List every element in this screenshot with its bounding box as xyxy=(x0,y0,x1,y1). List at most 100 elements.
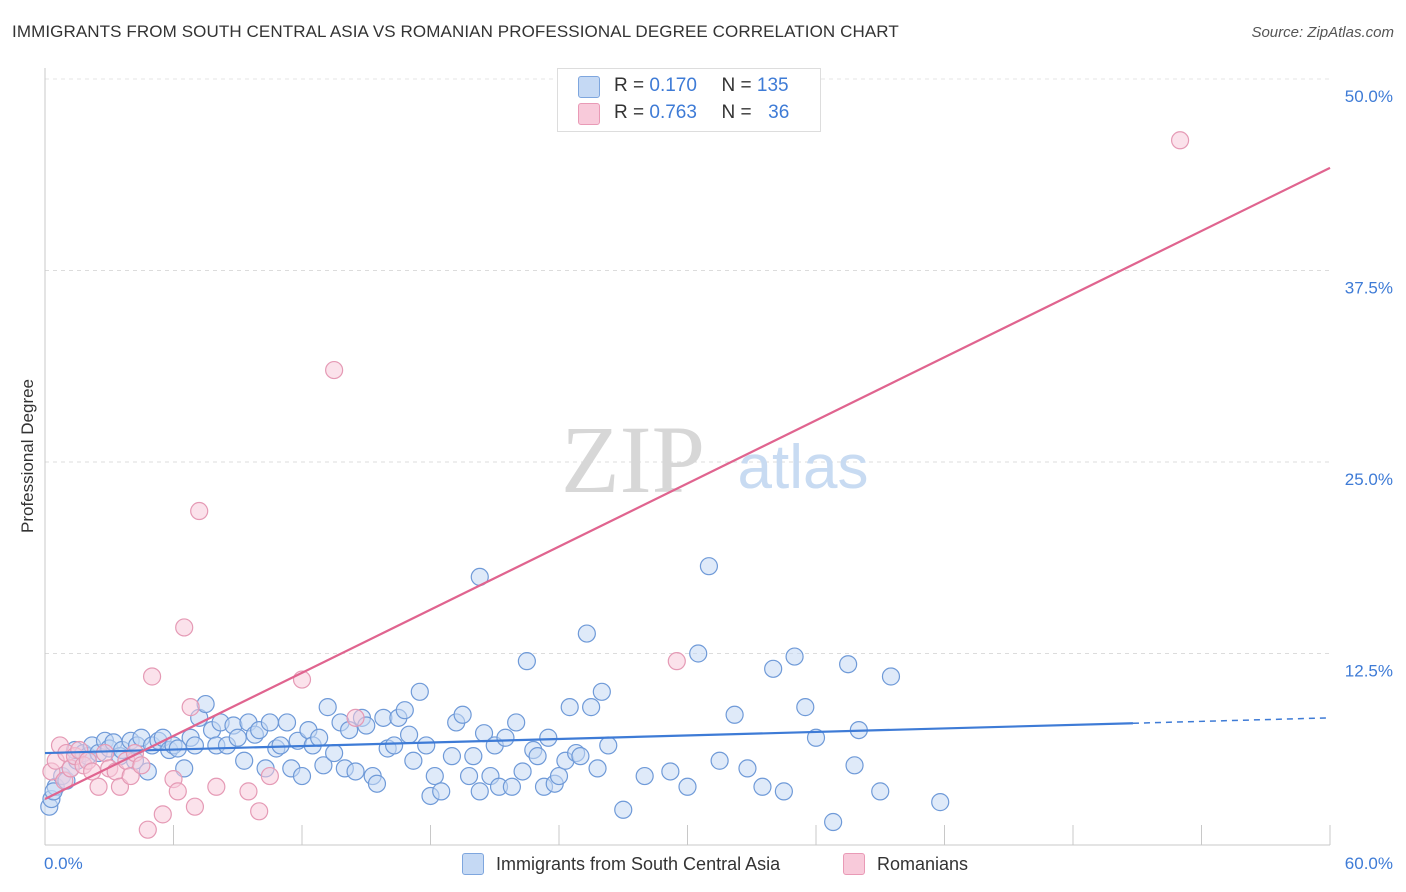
data-point-immigrants xyxy=(310,728,329,747)
data-point-immigrants xyxy=(196,694,215,714)
trend-lines xyxy=(44,166,1331,801)
watermark-zip: ZIP xyxy=(561,406,705,513)
data-point-immigrants xyxy=(699,557,719,576)
x-tick-label-end: 60.0% xyxy=(1345,854,1393,873)
data-point-immigrants xyxy=(367,774,387,793)
legend-pink-n: 36 xyxy=(768,102,790,123)
data-point-romanians xyxy=(83,762,102,781)
data-point-immigrants xyxy=(738,759,757,778)
source-label: Source: ZipAtlas.com xyxy=(1251,24,1394,41)
data-point-immigrants xyxy=(806,728,826,747)
data-point-romanians xyxy=(239,782,258,801)
bottom-legend-romanians: Romanians xyxy=(843,852,968,876)
data-point-immigrants xyxy=(277,713,297,732)
data-point-immigrants xyxy=(539,728,558,747)
legend-r-label: R = xyxy=(614,102,645,123)
data-point-immigrants xyxy=(235,751,254,770)
legend-blue-r: 0.170 xyxy=(649,75,697,96)
data-point-immigrants xyxy=(292,766,312,786)
tick-labels: 12.5% 25.0% 37.5% 50.0% 0.0% 60.0% xyxy=(44,87,1393,873)
y-tick-label: 37.5% xyxy=(1345,279,1393,298)
bottom-legend-immigrants: Immigrants from South Central Asia xyxy=(462,852,780,876)
data-point-immigrants xyxy=(502,777,521,796)
data-point-immigrants xyxy=(417,736,436,755)
data-point-immigrants xyxy=(582,698,601,717)
data-point-immigrants xyxy=(395,701,414,720)
x-tick-label-start: 0.0% xyxy=(44,854,83,873)
data-point-immigrants xyxy=(464,747,483,766)
data-point-immigrants xyxy=(325,743,344,763)
data-point-immigrants xyxy=(470,782,489,801)
series-romanians-points xyxy=(42,131,1190,839)
data-point-immigrants xyxy=(517,652,536,671)
data-point-immigrants xyxy=(507,713,526,732)
data-point-romanians xyxy=(346,708,365,727)
data-point-immigrants xyxy=(513,762,532,781)
data-point-romanians xyxy=(190,501,209,521)
y-tick-label: 50.0% xyxy=(1345,87,1393,106)
data-point-immigrants xyxy=(404,751,423,770)
legend-row-pink: R = 0.763 N = 36 xyxy=(614,100,789,126)
data-point-immigrants xyxy=(399,725,419,744)
data-point-romanians xyxy=(667,652,686,671)
data-point-immigrants xyxy=(931,793,950,812)
data-point-romanians xyxy=(207,777,226,796)
correlation-legend: R = 0.170 N = 135 R = 0.763 N = 36 xyxy=(557,68,821,132)
watermark-atlas: atlas xyxy=(738,433,869,502)
data-point-immigrants xyxy=(785,647,804,666)
data-point-immigrants xyxy=(774,782,793,801)
data-point-immigrants xyxy=(764,659,783,678)
legend-blue-swatch xyxy=(578,76,600,98)
axes xyxy=(44,68,1331,846)
data-point-immigrants xyxy=(528,747,547,766)
data-point-romanians xyxy=(168,782,187,801)
data-point-romanians xyxy=(175,618,194,637)
data-point-immigrants xyxy=(384,736,404,755)
data-point-romanians xyxy=(132,756,151,775)
data-point-romanians xyxy=(121,766,140,786)
data-point-immigrants xyxy=(871,782,890,801)
data-point-immigrants xyxy=(425,766,444,786)
data-point-immigrants xyxy=(577,624,596,643)
data-point-immigrants xyxy=(753,777,772,796)
data-point-romanians xyxy=(142,667,162,686)
data-point-immigrants xyxy=(228,728,247,747)
data-point-immigrants xyxy=(571,747,590,766)
data-point-immigrants xyxy=(710,751,729,770)
legend-pink-swatch xyxy=(578,103,600,125)
trend-line-immigrants xyxy=(44,722,1133,755)
legend-blue-n: 135 xyxy=(756,75,789,96)
trend-line-immigrants-extension xyxy=(1132,717,1331,724)
data-point-immigrants xyxy=(588,759,607,778)
data-point-romanians xyxy=(250,802,269,821)
data-point-immigrants xyxy=(796,698,815,717)
trend-line-romanians xyxy=(44,166,1331,801)
data-point-romanians xyxy=(95,743,115,763)
legend-n-label: N = xyxy=(721,75,752,96)
data-point-immigrants xyxy=(442,747,462,766)
data-point-immigrants xyxy=(318,698,337,717)
legend-row-blue: R = 0.170 N = 135 xyxy=(614,73,789,99)
legend-pink-r: 0.763 xyxy=(649,102,697,123)
legend-r-label: R = xyxy=(614,75,645,96)
data-point-romanians xyxy=(1170,131,1190,150)
data-point-immigrants xyxy=(678,777,697,796)
data-point-immigrants xyxy=(459,766,479,786)
data-point-immigrants xyxy=(839,655,858,674)
data-point-romanians xyxy=(89,777,108,796)
data-point-romanians xyxy=(325,360,344,380)
data-point-romanians xyxy=(185,797,205,816)
watermark: ZIP atlas xyxy=(561,406,868,513)
data-point-romanians xyxy=(138,820,157,839)
data-point-immigrants xyxy=(592,682,611,701)
data-point-immigrants xyxy=(314,756,333,775)
data-point-immigrants xyxy=(824,812,843,832)
data-point-immigrants xyxy=(614,800,633,819)
data-point-immigrants xyxy=(496,728,515,747)
y-tick-label: 25.0% xyxy=(1345,470,1393,489)
bottom-legend-immigrants-label: Immigrants from South Central Asia xyxy=(496,854,781,874)
data-point-romanians xyxy=(181,698,200,717)
data-point-immigrants xyxy=(410,682,429,701)
data-point-immigrants xyxy=(185,736,205,755)
